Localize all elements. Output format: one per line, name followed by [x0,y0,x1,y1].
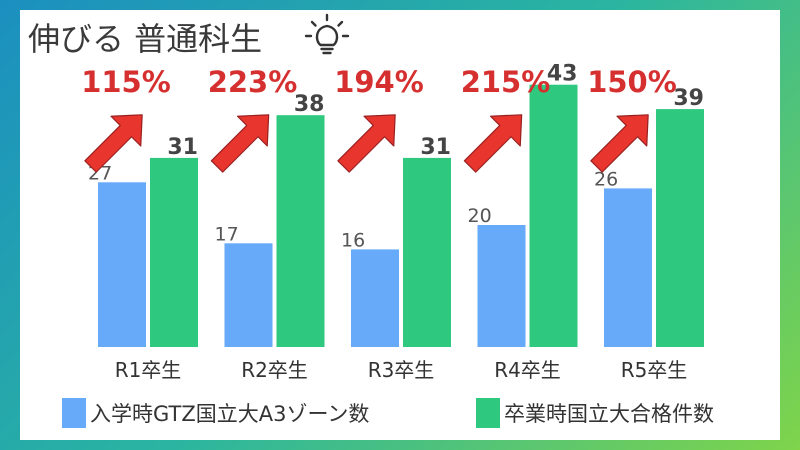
growth-rate-label: 115% [81,65,171,99]
legend-swatch-1 [62,398,86,428]
growth-rate-label: 150% [587,65,677,99]
data-label-series-2: 43 [547,62,578,87]
data-label-series-2: 39 [673,86,704,111]
bar-chart: 2731R1卒生115%1738R2卒生223%1631R3卒生194%2043… [81,62,704,382]
bar-series-2 [150,157,198,347]
growth-arrow-icon [590,114,649,173]
bar-series-1 [351,249,399,347]
growth-arrow-icon [337,114,396,173]
data-label-series-1: 17 [215,223,239,245]
bar-series-2 [529,84,578,347]
legend-label-1: 入学時GTZ国立大A3ゾーン数 [90,402,370,426]
legend-item-1: 入学時GTZ国立大A3ゾーン数 [62,398,369,428]
category-label: R4卒生 [494,358,561,382]
bar-series-1 [477,225,526,347]
lightbulb-icon [304,13,350,55]
category-label: R3卒生 [368,358,435,382]
growth-rate-label: 223% [208,65,298,99]
growth-arrow-icon [84,114,143,173]
bar-series-2 [276,115,325,347]
category-label: R5卒生 [621,358,688,382]
growth-rate-label: 215% [461,65,551,99]
data-label-series-2: 38 [294,92,325,117]
bar-series-1 [604,188,652,347]
growth-rate-label: 194% [334,65,424,99]
category-label: R2卒生 [241,358,308,382]
bar-series-2 [656,109,704,347]
data-label-series-1: 26 [594,168,618,190]
growth-arrow-icon [463,114,523,173]
data-label-series-2: 31 [167,135,198,160]
legend-label-2: 卒業時国立大合格件数 [504,402,714,426]
bar-series-2 [403,157,451,347]
legend-item-2: 卒業時国立大合格件数 [476,398,714,428]
data-label-series-1: 16 [341,229,365,251]
category-label: R1卒生 [115,358,182,382]
data-label-series-1: 20 [468,205,492,227]
page-title: 伸びる 普通科生 [28,20,263,58]
bar-series-1 [98,182,146,347]
data-label-series-2: 31 [420,135,451,160]
slide: 伸びる 普通科生 27 31 R1卒生 115% 17 38 R2卒生 223% 16 31 R3卒… [20,10,780,440]
bar-series-1 [224,243,273,347]
growth-arrow-icon [210,114,270,173]
legend-swatch-2 [476,398,500,428]
